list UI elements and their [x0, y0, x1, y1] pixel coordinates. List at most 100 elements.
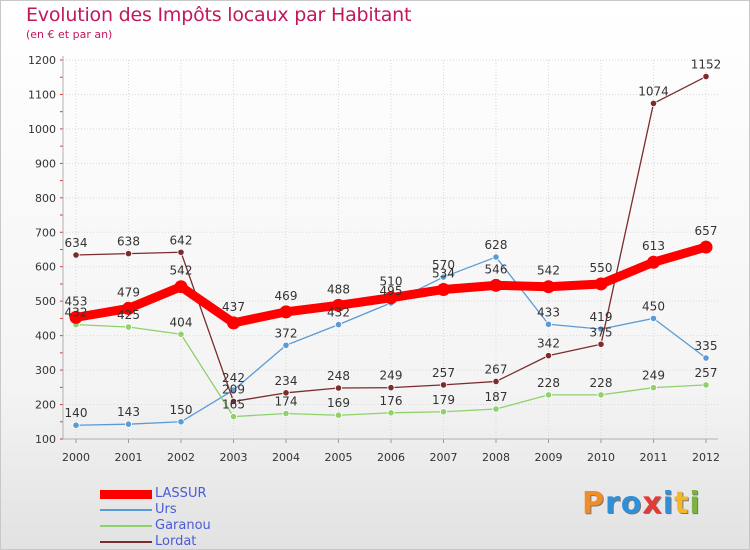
data-point-urs	[702, 354, 710, 362]
x-tick-label: 2009	[535, 451, 563, 464]
data-point-lordat	[387, 384, 395, 392]
data-label-lassur: 437	[222, 300, 245, 314]
data-label-garanou: 249	[642, 369, 665, 383]
data-label-lordat: 234	[275, 374, 298, 388]
legend-swatch	[100, 489, 152, 499]
data-label-urs: 242	[222, 371, 245, 385]
data-label-lassur: 488	[327, 282, 350, 296]
data-labels: 453 479 542 437 469 488 510 534 546 542 550 613 657 1…	[65, 58, 722, 421]
x-tick-label: 2005	[325, 451, 353, 464]
data-point-lordat	[72, 251, 80, 259]
x-tick-label: 2010	[587, 451, 615, 464]
y-tick-label: 200	[35, 399, 56, 412]
data-label-garanou: 425	[117, 308, 140, 322]
data-label-urs: 140	[65, 406, 88, 420]
data-label-garanou: 257	[695, 366, 718, 380]
data-point-lordat	[124, 250, 133, 258]
data-point-lordat	[177, 248, 185, 256]
data-label-lordat: 257	[432, 366, 455, 380]
data-point-garanou	[124, 323, 133, 331]
data-point-garanou	[229, 413, 238, 421]
series-lassur	[69, 240, 713, 330]
data-label-urs: 628	[485, 238, 508, 252]
data-point-lassur	[227, 316, 240, 330]
data-label-lordat: 267	[485, 362, 508, 376]
data-label-lordat: 638	[117, 235, 140, 249]
data-point-lassur	[332, 298, 345, 312]
data-label-lordat: 1152	[691, 58, 722, 72]
line-chart: 100 200 300 400 500 600 700 800 900 1000 1100 1200 2…	[28, 54, 722, 464]
grid	[63, 59, 718, 440]
x-tick-label: 2006	[377, 451, 405, 464]
data-label-lordat: 248	[327, 369, 350, 383]
x-tick-label: 2001	[115, 451, 143, 464]
data-label-lassur: 542	[537, 264, 560, 278]
data-point-lordat	[229, 397, 238, 406]
data-label-urs: 495	[380, 284, 403, 298]
data-label-garanou: 228	[537, 376, 560, 390]
data-point-lassur	[279, 305, 293, 319]
data-point-garanou	[282, 409, 290, 418]
data-point-lordat	[492, 377, 500, 386]
data-label-lassur: 550	[590, 261, 613, 275]
data-label-urs: 570	[432, 258, 455, 272]
legend-label: Urs	[155, 502, 177, 517]
data-label-urs: 433	[537, 305, 560, 319]
data-point-urs	[124, 420, 133, 428]
data-label-lassur: 542	[170, 264, 193, 278]
data-point-lassur	[174, 280, 188, 294]
y-tick-label: 1200	[28, 54, 56, 67]
data-label-urs: 150	[170, 403, 193, 417]
data-point-garanou	[597, 391, 605, 399]
legend-label: Garanou	[155, 518, 211, 533]
data-label-lassur: 479	[117, 285, 140, 299]
legend-swatch	[100, 509, 152, 511]
data-point-urs	[439, 273, 448, 281]
data-label-lassur: 546	[485, 262, 508, 276]
data-point-lassur	[384, 291, 398, 305]
series-garanou	[72, 321, 710, 421]
x-tick-label: 2002	[167, 451, 195, 464]
data-label-lordat: 249	[380, 369, 403, 383]
data-point-lassur	[69, 310, 83, 324]
data-point-urs	[72, 421, 80, 429]
data-point-urs	[177, 418, 185, 426]
data-label-lassur: 534	[432, 266, 455, 280]
data-label-urs: 450	[642, 299, 665, 313]
data-point-garanou	[702, 381, 710, 389]
series	[69, 72, 713, 429]
data-label-lassur: 510	[380, 275, 403, 289]
data-point-garanou	[177, 330, 185, 338]
data-label-garanou: 169	[327, 396, 350, 410]
data-label-lassur: 453	[65, 294, 88, 308]
data-label-garanou: 404	[170, 315, 193, 329]
data-point-lassur	[594, 277, 608, 291]
data-point-lassur	[489, 278, 503, 292]
y-tick-label: 500	[35, 295, 56, 308]
data-point-urs	[282, 341, 290, 349]
y-tick-label: 400	[35, 330, 56, 343]
chart-subtitle: (en € et par an)	[26, 28, 113, 41]
data-label-lordat: 375	[590, 325, 613, 339]
y-tick-label: 1000	[28, 123, 56, 136]
data-label-garanou: 174	[275, 395, 298, 409]
data-label-lordat: 342	[537, 337, 560, 351]
x-tick-label: 2000	[62, 451, 90, 464]
data-point-lordat	[649, 99, 658, 108]
data-point-garanou	[544, 391, 553, 399]
data-label-garanou: 176	[380, 394, 403, 408]
y-tick-label: 800	[35, 192, 56, 205]
y-tick-label: 700	[35, 226, 56, 239]
data-label-urs: 335	[695, 339, 718, 353]
data-label-urs: 372	[275, 326, 298, 340]
data-point-lassur	[699, 240, 713, 254]
data-label-garanou: 179	[432, 393, 455, 407]
data-label-lassur: 657	[695, 224, 718, 238]
legend-swatch	[100, 541, 152, 543]
data-point-lassur	[437, 282, 450, 296]
y-tick-label: 1100	[28, 88, 56, 101]
data-label-garanou: 228	[590, 376, 613, 390]
proxiti-logo: Proxiti	[582, 486, 701, 521]
x-tick-label: 2008	[482, 451, 510, 464]
data-point-lassur	[647, 255, 660, 269]
